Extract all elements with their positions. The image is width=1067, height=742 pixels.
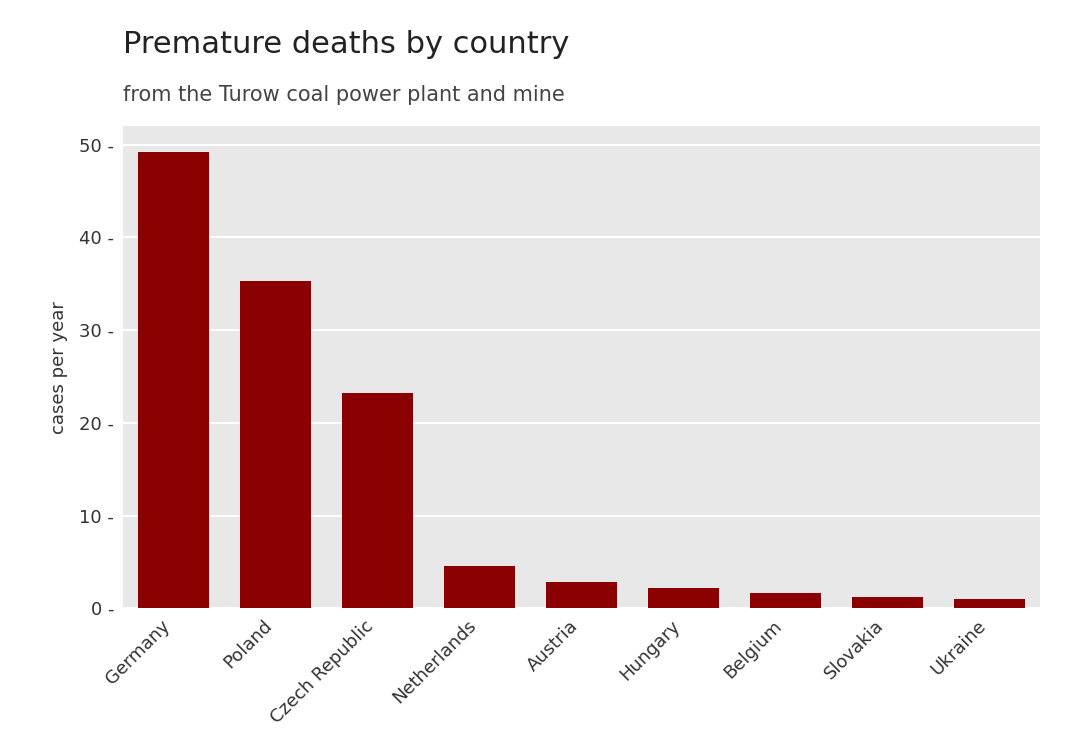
Bar <box>851 597 923 608</box>
Y-axis label: cases per year: cases per year <box>50 301 68 434</box>
Bar <box>341 393 413 608</box>
Bar <box>546 582 617 608</box>
Bar <box>954 599 1025 608</box>
Text: Premature deaths by country: Premature deaths by country <box>123 30 569 59</box>
Bar <box>750 593 822 608</box>
Text: from the Turow coal power plant and mine: from the Turow coal power plant and mine <box>123 85 564 105</box>
Bar <box>138 152 209 608</box>
Bar <box>444 565 515 608</box>
Bar <box>240 281 312 608</box>
Bar <box>648 588 719 608</box>
